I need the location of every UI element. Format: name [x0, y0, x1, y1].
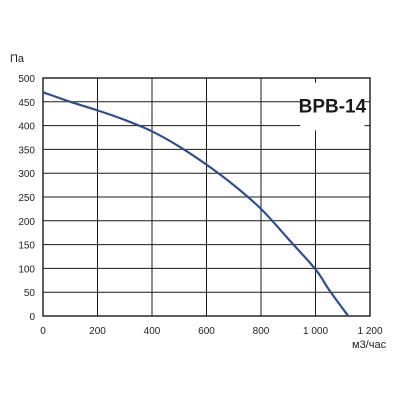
y-tick-label: 500	[18, 74, 35, 85]
y-tick-label: 400	[18, 122, 35, 133]
x-tick-label: 200	[89, 326, 106, 337]
y-tick-labels: 0 50 100 150 200 250 300 350 400 450 500	[18, 74, 35, 323]
y-tick-label: 0	[29, 312, 35, 323]
x-tick-label: 1 000	[303, 326, 328, 337]
y-axis-label: Па	[10, 53, 25, 65]
x-axis-label: м3/час	[352, 339, 387, 351]
plot-frame	[42, 77, 371, 317]
x-tick-label: 600	[198, 326, 215, 337]
y-tick-label: 50	[24, 288, 36, 299]
chart-title: BPB-14	[299, 97, 367, 118]
x-tick-label: 800	[253, 326, 270, 337]
x-tick-labels: 0 200 400 600 800 1 000 1 200	[40, 326, 383, 337]
y-tick-label: 300	[18, 169, 35, 180]
y-tick-label: 200	[18, 217, 35, 228]
x-tick-label: 400	[144, 326, 161, 337]
y-tick-label: 250	[18, 193, 35, 204]
chart-title-box	[300, 82, 365, 131]
y-tick-label: 100	[18, 264, 35, 275]
y-tick-label: 150	[18, 241, 35, 252]
x-tick-label: 0	[40, 326, 46, 337]
series-layer	[41, 91, 350, 318]
y-tick-label: 350	[18, 145, 35, 156]
series-line	[41, 91, 350, 318]
x-tick-label: 1 200	[357, 326, 382, 337]
y-tick-label: 450	[18, 98, 35, 109]
